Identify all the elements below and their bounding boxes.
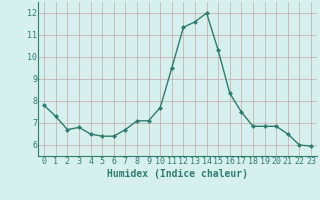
X-axis label: Humidex (Indice chaleur): Humidex (Indice chaleur) bbox=[107, 169, 248, 179]
